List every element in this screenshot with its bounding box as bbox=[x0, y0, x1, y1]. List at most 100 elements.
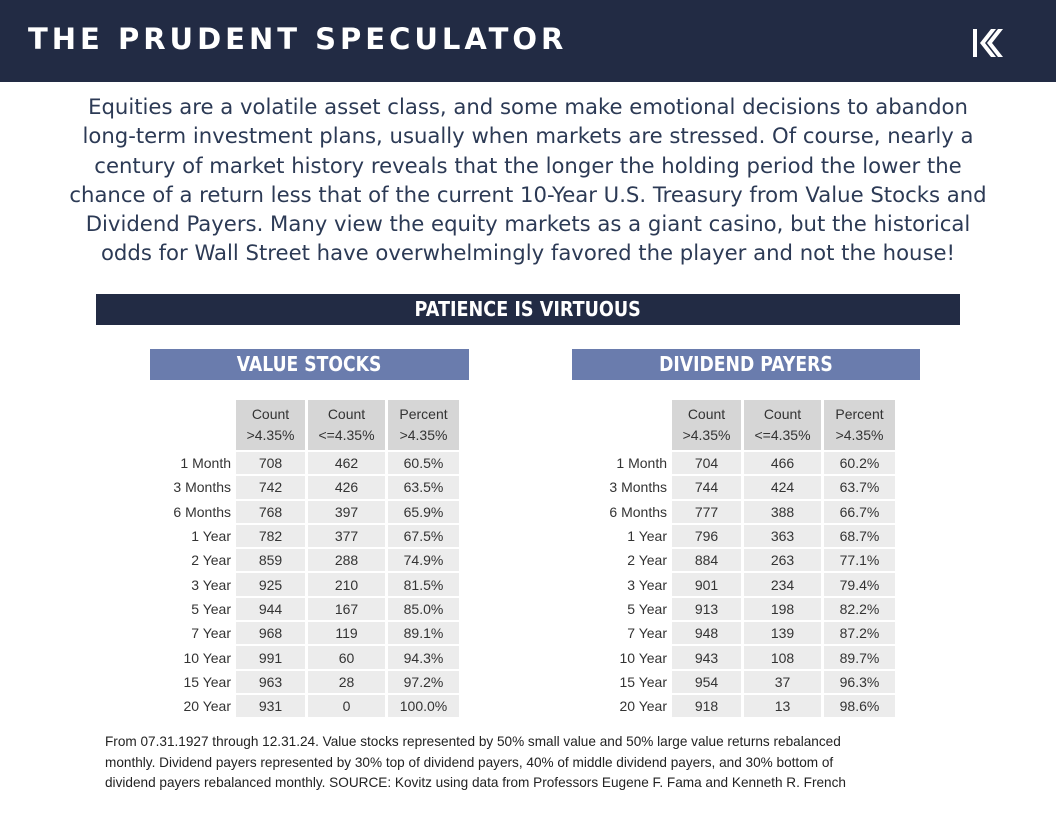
count-below-cell: 466 bbox=[744, 452, 821, 475]
percent-above-cell: 98.6% bbox=[824, 694, 895, 718]
percent-above-cell: 68.7% bbox=[824, 524, 895, 548]
percent-above-cell: 60.2% bbox=[824, 452, 895, 475]
count-above-cell: 943 bbox=[672, 646, 741, 669]
header-count-below: Count <=4.35% bbox=[308, 400, 385, 450]
count-above-cell: 913 bbox=[672, 597, 741, 621]
intro-line: chance of a return less that of the curr… bbox=[69, 181, 987, 207]
count-above-cell: 742 bbox=[236, 476, 305, 499]
count-above-cell: 963 bbox=[236, 670, 305, 693]
count-above-cell: 954 bbox=[672, 670, 741, 693]
row-label: 1 Year bbox=[627, 528, 667, 545]
count-below-cell: 234 bbox=[744, 573, 821, 596]
table-row: 3 Months 742 426 63.5% bbox=[165, 476, 459, 499]
table-row: 5 Year 913 198 82.2% bbox=[601, 597, 895, 621]
table-row: 7 Year 948 139 87.2% bbox=[601, 622, 895, 645]
table-row: 5 Year 944 167 85.0% bbox=[165, 597, 459, 621]
header-count-above: Count >4.35% bbox=[672, 400, 741, 450]
table-row: 3 Year 925 210 81.5% bbox=[165, 573, 459, 596]
percent-above-cell: 85.0% bbox=[388, 597, 459, 621]
percent-above-cell: 89.1% bbox=[388, 622, 459, 645]
table-row: 6 Months 768 397 65.9% bbox=[165, 500, 459, 523]
row-label: 1 Month bbox=[616, 455, 667, 472]
page-header: THE PRUDENT SPECULATOR bbox=[0, 0, 1056, 82]
count-below-cell: 108 bbox=[744, 646, 821, 669]
count-below-cell: 28 bbox=[308, 670, 385, 693]
count-above-cell: 782 bbox=[236, 524, 305, 548]
count-above-cell: 708 bbox=[236, 452, 305, 475]
table-header-row: Count >4.35% Count <=4.35% Percent >4.35% bbox=[601, 400, 895, 450]
count-below-cell: 363 bbox=[744, 524, 821, 548]
percent-above-cell: 96.3% bbox=[824, 670, 895, 693]
percent-above-cell: 77.1% bbox=[824, 549, 895, 572]
table-row: 10 Year 991 60 94.3% bbox=[165, 646, 459, 669]
percent-above-cell: 67.5% bbox=[388, 524, 459, 548]
header-blank-cell bbox=[165, 400, 233, 450]
section-banner: PATIENCE IS VIRTUOUS bbox=[96, 294, 960, 325]
row-label: 7 Year bbox=[191, 625, 231, 642]
table-row: 3 Months 744 424 63.7% bbox=[601, 476, 895, 499]
header-count-below: Count <=4.35% bbox=[744, 400, 821, 450]
table-row: 20 Year 918 13 98.6% bbox=[601, 694, 895, 718]
percent-above-cell: 97.2% bbox=[388, 670, 459, 693]
percent-above-cell: 63.7% bbox=[824, 476, 895, 499]
count-above-cell: 884 bbox=[672, 549, 741, 572]
percent-above-cell: 60.5% bbox=[388, 452, 459, 475]
count-above-cell: 944 bbox=[236, 597, 305, 621]
value-stocks-title-bar: VALUE STOCKS bbox=[150, 349, 469, 380]
table-row: 2 Year 859 288 74.9% bbox=[165, 549, 459, 572]
value-stocks-table: Count >4.35% Count <=4.35% Percent >4.35% 1… bbox=[162, 398, 462, 719]
count-below-cell: 139 bbox=[744, 622, 821, 645]
count-above-cell: 991 bbox=[236, 646, 305, 669]
table-row: 1 Year 782 377 67.5% bbox=[165, 524, 459, 548]
row-label: 5 Year bbox=[191, 600, 231, 617]
intro-paragraph: Equities are a volatile asset class, and… bbox=[8, 92, 1048, 268]
count-above-cell: 968 bbox=[236, 622, 305, 645]
footnote-line: dividend payers rebalanced monthly. SOUR… bbox=[105, 775, 846, 790]
intro-line: long-term investment plans, usually when… bbox=[82, 123, 974, 149]
percent-above-cell: 81.5% bbox=[388, 573, 459, 596]
k-chevron-logo-icon bbox=[973, 29, 1003, 57]
row-label: 20 Year bbox=[183, 698, 232, 715]
row-label: 15 Year bbox=[619, 673, 668, 690]
footnote-line: From 07.31.1927 through 12.31.24. Value … bbox=[105, 734, 841, 749]
percent-above-cell: 87.2% bbox=[824, 622, 895, 645]
count-above-cell: 925 bbox=[236, 573, 305, 596]
table-header-row: Count >4.35% Count <=4.35% Percent >4.35% bbox=[165, 400, 459, 450]
dividend-payers-title-bar: DIVIDEND PAYERS bbox=[572, 349, 920, 380]
row-label: 6 Months bbox=[609, 503, 667, 520]
row-label: 1 Month bbox=[180, 455, 231, 472]
brand-title: THE PRUDENT SPECULATOR bbox=[28, 22, 568, 56]
count-above-cell: 796 bbox=[672, 524, 741, 548]
table-row: 6 Months 777 388 66.7% bbox=[601, 500, 895, 523]
percent-above-cell: 100.0% bbox=[388, 694, 459, 718]
table-row: 10 Year 943 108 89.7% bbox=[601, 646, 895, 669]
row-label: 10 Year bbox=[619, 649, 668, 666]
row-label: 2 Year bbox=[627, 552, 667, 569]
percent-above-cell: 65.9% bbox=[388, 500, 459, 523]
count-above-cell: 901 bbox=[672, 573, 741, 596]
count-below-cell: 37 bbox=[744, 670, 821, 693]
row-label: 6 Months bbox=[173, 503, 231, 520]
intro-line: odds for Wall Street have overwhelmingly… bbox=[100, 240, 956, 266]
table-row: 1 Month 708 462 60.5% bbox=[165, 452, 459, 475]
count-above-cell: 948 bbox=[672, 622, 741, 645]
count-below-cell: 288 bbox=[308, 549, 385, 572]
count-below-cell: 263 bbox=[744, 549, 821, 572]
count-below-cell: 167 bbox=[308, 597, 385, 621]
row-label: 7 Year bbox=[627, 625, 667, 642]
table-row: 1 Year 796 363 68.7% bbox=[601, 524, 895, 548]
count-below-cell: 388 bbox=[744, 500, 821, 523]
percent-above-cell: 82.2% bbox=[824, 597, 895, 621]
percent-above-cell: 94.3% bbox=[388, 646, 459, 669]
count-below-cell: 424 bbox=[744, 476, 821, 499]
count-below-cell: 210 bbox=[308, 573, 385, 596]
row-label: 2 Year bbox=[191, 552, 231, 569]
header-blank-cell bbox=[601, 400, 669, 450]
count-above-cell: 744 bbox=[672, 476, 741, 499]
dividend-payers-title: DIVIDEND PAYERS bbox=[659, 352, 833, 376]
count-below-cell: 0 bbox=[308, 694, 385, 718]
row-label: 3 Months bbox=[173, 479, 231, 496]
intro-line: Equities are a volatile asset class, and… bbox=[88, 94, 968, 119]
count-below-cell: 426 bbox=[308, 476, 385, 499]
intro-line: century of market history reveals that t… bbox=[94, 152, 962, 178]
